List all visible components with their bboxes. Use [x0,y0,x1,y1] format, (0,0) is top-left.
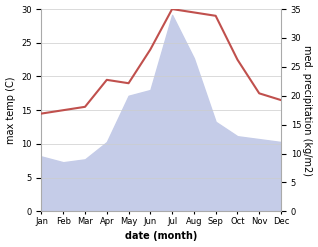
X-axis label: date (month): date (month) [125,231,197,242]
Y-axis label: med. precipitation (kg/m2): med. precipitation (kg/m2) [302,45,313,176]
Y-axis label: max temp (C): max temp (C) [5,76,16,144]
